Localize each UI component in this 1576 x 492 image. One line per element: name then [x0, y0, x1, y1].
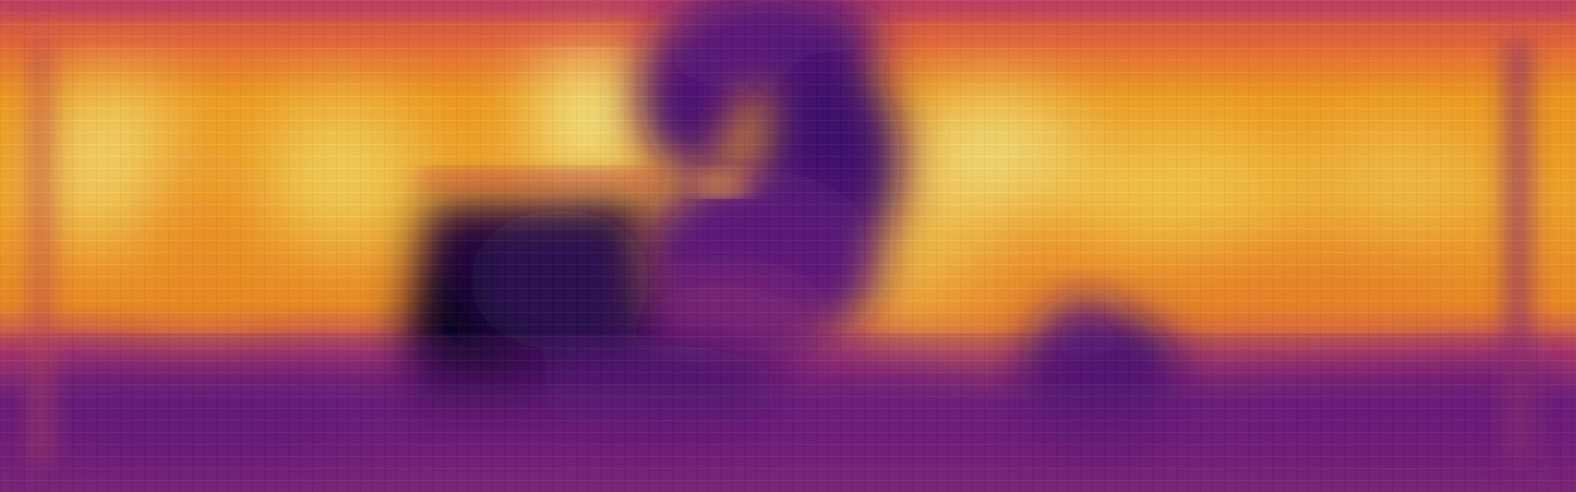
laptop-rim — [420, 170, 750, 194]
edge-columns — [30, 40, 1531, 460]
lower-band — [0, 360, 1576, 492]
